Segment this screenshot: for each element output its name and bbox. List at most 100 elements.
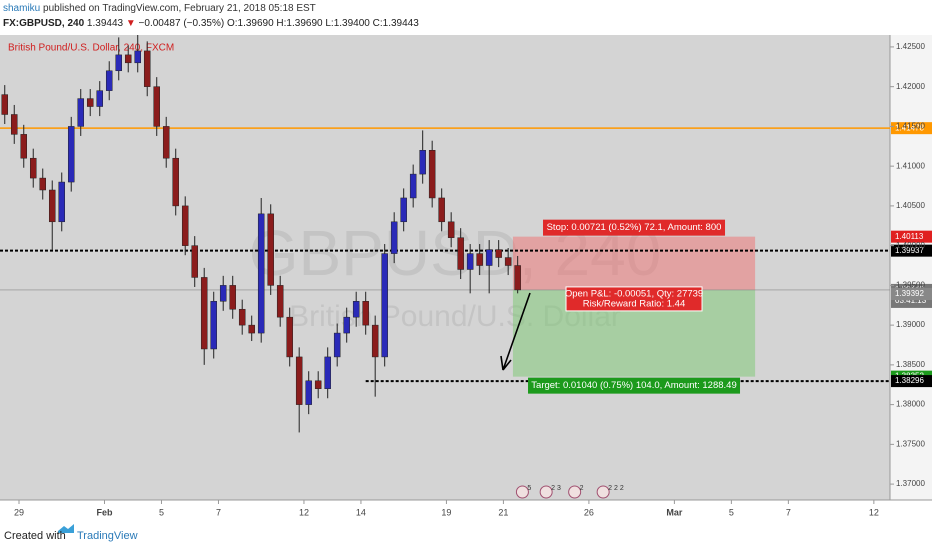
position-label: Open P&L: -0.00051, Qty: 27739 xyxy=(565,288,703,299)
candle-body xyxy=(191,245,198,278)
x-tick-label: 12 xyxy=(299,507,309,517)
x-tick-label: 14 xyxy=(356,507,366,517)
candle-body xyxy=(476,253,483,266)
event-label: 2 xyxy=(580,485,584,492)
candle-body xyxy=(10,114,18,135)
price-tag-label: 1.40113 xyxy=(895,232,924,241)
y-tick-label: 1.40000 xyxy=(896,241,925,250)
y-tick-label: 1.39000 xyxy=(896,320,925,329)
candle-body xyxy=(390,221,398,254)
price-tag-label: 1.41478 xyxy=(895,123,924,132)
candle-body xyxy=(210,301,217,350)
footer-brand: TradingView xyxy=(77,530,138,542)
change-arrow: ▼ xyxy=(126,18,136,29)
candle-body xyxy=(96,90,103,107)
candle-body xyxy=(153,86,160,127)
logo-icon xyxy=(58,524,74,533)
candle-body xyxy=(371,324,379,358)
candle-body xyxy=(333,332,341,358)
countdown: 03:41:13 xyxy=(895,296,927,305)
position-label: Target: 0.01040 (0.75%) 104.0, Amount: 1… xyxy=(531,380,736,391)
author: shamiku xyxy=(3,3,40,14)
position-label: Risk/Reward Ratio: 1.44 xyxy=(583,298,685,309)
price-tag xyxy=(891,244,932,257)
event-label: 5 xyxy=(527,485,531,492)
candle-body xyxy=(115,54,122,72)
candle-body xyxy=(248,324,255,334)
candle-body xyxy=(162,126,170,159)
marks: Stop: 0.00721 (0.52%) 72.1, Amount: 800 O… xyxy=(0,35,932,499)
stop-zone xyxy=(512,236,756,290)
candle-body xyxy=(447,221,455,238)
price-tag-label: 1.39392 xyxy=(895,289,924,298)
event-icon xyxy=(539,485,553,499)
candle-body xyxy=(295,356,303,405)
candle-body xyxy=(67,126,75,183)
candle-body xyxy=(29,157,37,179)
candle-body xyxy=(419,150,426,175)
label-box xyxy=(543,219,726,236)
y-tick-label: 1.40500 xyxy=(896,201,925,210)
candle-body xyxy=(514,265,521,291)
candle-body xyxy=(143,50,151,87)
candle-body xyxy=(134,50,141,64)
candle-body xyxy=(181,205,189,246)
event-icon xyxy=(596,485,610,499)
y-tick-label: 1.38000 xyxy=(896,400,925,409)
position-label: Stop: 0.00721 (0.52%) 72.1, Amount: 800 xyxy=(547,222,722,233)
x-tick-label: 26 xyxy=(584,507,594,517)
ohlc: O:1.39690 H:1.39690 L:1.39400 C:1.39443 xyxy=(227,18,419,29)
y-tick-label: 1.41500 xyxy=(896,122,925,131)
candle-body xyxy=(1,94,8,115)
y-tick-label: 1.39500 xyxy=(896,280,925,289)
candle-body xyxy=(352,301,360,318)
x-tick-label: 19 xyxy=(441,507,451,517)
candle-body xyxy=(343,316,350,334)
candle-body xyxy=(409,173,417,199)
price-axis-background xyxy=(890,35,932,500)
footer-created: Created with xyxy=(4,530,66,542)
x-tick-label: 21 xyxy=(498,507,508,517)
price-tag xyxy=(891,122,932,135)
x-tick-label: 5 xyxy=(729,507,734,517)
candle-body xyxy=(324,356,331,389)
candle-body xyxy=(105,70,113,91)
symbol: FX:GBPUSD, 240 xyxy=(3,18,85,29)
candle-body xyxy=(400,197,407,223)
x-tick-label: 5 xyxy=(159,507,164,517)
x-tick-label: 7 xyxy=(786,507,791,517)
candle-body xyxy=(438,197,445,223)
price-tag-label: 1.38296 xyxy=(895,376,924,385)
footer-logo xyxy=(58,524,74,533)
candle-body xyxy=(504,257,512,266)
candle-body xyxy=(200,277,208,350)
y-tick-label: 1.37000 xyxy=(896,479,925,488)
candle-body xyxy=(485,249,493,266)
y-tick-label: 1.42500 xyxy=(896,42,925,51)
header-line-1: shamiku published on TradingView.com, Fe… xyxy=(3,3,316,14)
last-price: 1.39443 xyxy=(87,18,124,29)
change: −0.00487 (−0.35%) xyxy=(139,18,225,29)
y-tick-label: 1.41000 xyxy=(896,161,925,170)
y-tick-label: 1.37500 xyxy=(896,439,925,448)
x-tick-label: Mar xyxy=(666,507,683,517)
candle-body xyxy=(229,285,236,310)
candle-body xyxy=(58,181,65,223)
candle-body xyxy=(172,157,179,207)
candle-body xyxy=(276,285,284,318)
pnl-box xyxy=(565,286,703,312)
candle-body xyxy=(495,249,502,258)
event-icon xyxy=(515,485,529,499)
candle-body xyxy=(286,316,293,358)
candle-body xyxy=(457,237,464,270)
candle-body xyxy=(381,253,388,358)
candle-body xyxy=(124,54,132,64)
price-tag xyxy=(891,287,932,300)
event-label: 2 2 2 xyxy=(608,485,624,492)
candle-body xyxy=(48,189,56,223)
candle-body xyxy=(238,308,246,326)
candle-body xyxy=(362,301,369,326)
x-tick-label: 29 xyxy=(14,507,24,517)
label-box xyxy=(528,377,741,394)
